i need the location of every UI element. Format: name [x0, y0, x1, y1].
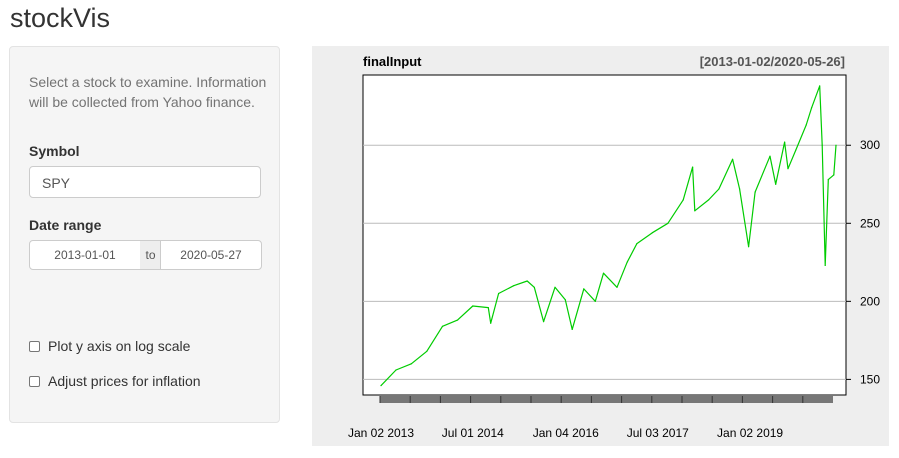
log-scale-checkbox[interactable] [29, 340, 40, 352]
data-point [754, 191, 756, 193]
data-point [456, 319, 459, 321]
data-point [769, 155, 771, 157]
data-point [616, 286, 618, 288]
data-point [810, 107, 813, 109]
data-point [626, 261, 628, 263]
data-point [708, 199, 710, 201]
data-point [731, 158, 734, 160]
chart-title: finalInput [363, 54, 422, 69]
data-point [833, 174, 835, 176]
data-point [824, 264, 826, 267]
data-point [747, 246, 750, 248]
y-tick-label: 200 [860, 294, 880, 308]
time-bar [380, 396, 833, 403]
data-point [554, 286, 556, 288]
y-tick-label: 250 [860, 216, 880, 230]
data-point [787, 168, 789, 170]
data-point [410, 363, 412, 365]
x-tick-label: Jan 02 2019 [717, 426, 783, 440]
y-tick-label: 150 [860, 372, 880, 386]
x-tick-label: Jan 02 2013 [348, 426, 414, 440]
date-start-input[interactable]: 2013-01-01 [29, 240, 141, 270]
data-point [827, 178, 829, 181]
data-point [692, 166, 694, 168]
adjust-inflation-label: Adjust prices for inflation [48, 373, 201, 389]
date-end-input[interactable]: 2020-05-27 [160, 240, 262, 270]
symbol-label: Symbol [29, 143, 80, 159]
data-point [533, 286, 535, 288]
data-point [441, 325, 444, 327]
data-point [682, 199, 684, 201]
data-point [490, 322, 492, 324]
adjust-inflation-checkbox[interactable] [29, 375, 40, 387]
data-point [571, 328, 573, 331]
data-point [819, 85, 821, 87]
data-point [795, 149, 797, 151]
date-separator: to [140, 240, 161, 270]
data-point [513, 285, 515, 287]
data-point [718, 188, 720, 190]
log-scale-label: Plot y axis on log scale [48, 338, 191, 354]
data-point [380, 385, 382, 387]
data-point [667, 222, 669, 224]
data-point [526, 280, 528, 282]
app-title: stockVis [10, 3, 111, 33]
data-point [775, 183, 777, 185]
data-point [805, 124, 807, 126]
price-chart: 150 200 250 300 finalInput [2013-01-02/2020-0… [348, 54, 880, 440]
data-point [594, 300, 596, 302]
x-tick-label: Jul 03 2017 [627, 426, 689, 440]
data-point [651, 232, 653, 234]
x-tick-label: Jul 01 2014 [442, 426, 504, 440]
data-point [784, 141, 786, 143]
chart-range-label: [2013-01-02/2020-05-26] [700, 54, 845, 69]
data-point [694, 210, 696, 212]
data-point [636, 242, 638, 245]
data-point [739, 188, 741, 190]
data-point [497, 292, 500, 295]
data-point [835, 144, 837, 146]
plot-area [362, 74, 847, 396]
adjust-inflation-option[interactable]: Adjust prices for inflation [29, 373, 201, 389]
data-point [602, 272, 605, 274]
date-range-label: Date range [29, 217, 102, 233]
data-point [472, 305, 474, 307]
log-scale-option[interactable]: Plot y axis on log scale [29, 338, 190, 354]
symbol-input[interactable]: SPY [29, 166, 261, 198]
help-text: Select a stock to examine. Information w… [29, 74, 267, 110]
data-point [583, 288, 585, 290]
x-tick-label: Jan 04 2016 [533, 426, 599, 440]
data-point [426, 350, 428, 352]
chart-panel: 150 200 250 300 finalInput [2013-01-02/2020-0… [312, 46, 889, 446]
data-point [395, 369, 397, 371]
data-point [821, 144, 823, 146]
data-point [487, 306, 489, 309]
data-point [542, 321, 545, 323]
y-tick-label: 300 [860, 138, 880, 152]
sidebar-panel: Select a stock to examine. Information w… [9, 46, 280, 423]
data-point [564, 299, 566, 301]
